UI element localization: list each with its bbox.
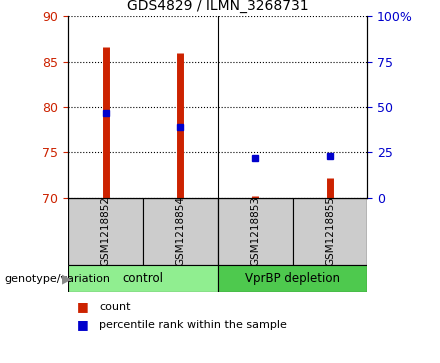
Text: genotype/variation: genotype/variation (4, 274, 110, 284)
Text: VprBP depletion: VprBP depletion (245, 272, 340, 285)
Bar (68, 198, 143, 265)
Bar (293, 198, 367, 265)
Text: control: control (122, 272, 164, 285)
Text: percentile rank within the sample: percentile rank within the sample (99, 320, 287, 330)
Text: ■: ■ (77, 318, 89, 331)
Text: GSM1218855: GSM1218855 (325, 196, 335, 266)
Bar (218, 265, 367, 292)
Title: GDS4829 / ILMN_3268731: GDS4829 / ILMN_3268731 (127, 0, 308, 13)
Bar (68, 265, 218, 292)
Text: GSM1218854: GSM1218854 (176, 196, 185, 266)
Text: GSM1218853: GSM1218853 (250, 196, 260, 266)
Text: ■: ■ (77, 300, 89, 313)
Text: GSM1218852: GSM1218852 (101, 196, 110, 266)
Bar (218, 198, 293, 265)
Text: ▶: ▶ (62, 272, 72, 285)
Bar (143, 198, 218, 265)
Text: count: count (99, 302, 131, 312)
